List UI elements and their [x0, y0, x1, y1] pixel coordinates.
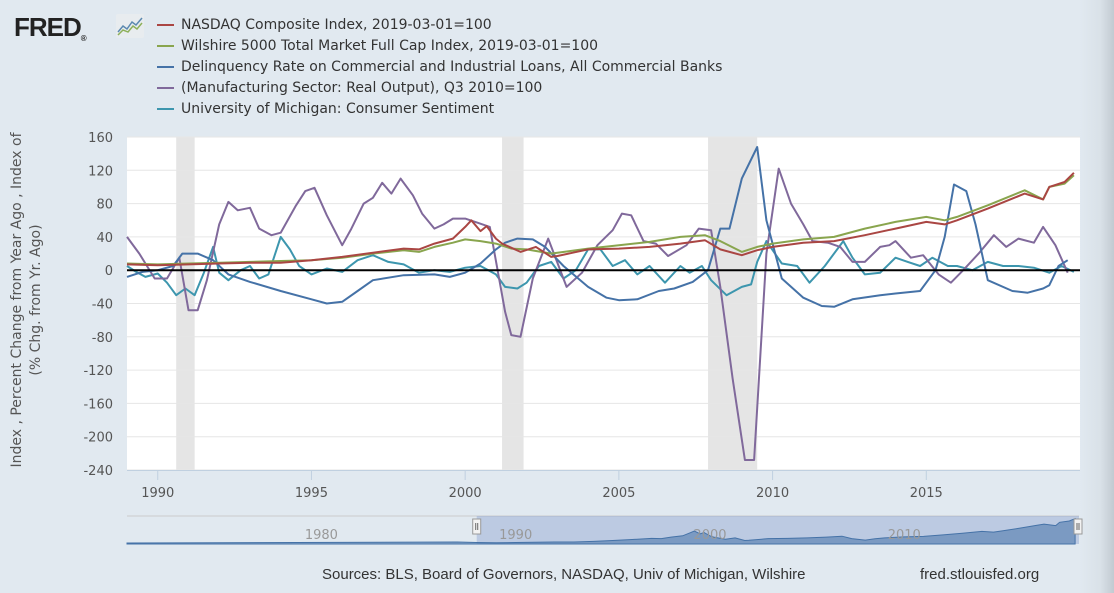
y-tick-label: -240: [83, 464, 113, 479]
navigator-year-label: 2000: [693, 528, 726, 543]
site-link[interactable]: fred.stlouisfed.org: [920, 566, 1040, 583]
y-tick-label: -40: [92, 298, 113, 313]
legend-item[interactable]: University of Michigan: Consumer Sentime…: [157, 98, 722, 119]
legend-label: Delinquency Rate on Commercial and Indus…: [181, 58, 723, 75]
y-tick-label: 120: [88, 164, 113, 179]
registered-mark: ®: [80, 34, 87, 43]
x-tick-label: 2000: [449, 486, 482, 501]
y-tick-label: -120: [83, 364, 113, 379]
legend-label: (Manufacturing Sector: Real Output), Q3 …: [181, 79, 543, 96]
y-tick-label: -160: [83, 397, 113, 412]
legend-swatch: [157, 44, 174, 47]
chart-legend: NASDAQ Composite Index, 2019-03-01=100 Wi…: [157, 14, 722, 119]
navigator-right-handle[interactable]: [1073, 518, 1083, 535]
handle-grip-box: [1073, 518, 1083, 535]
sources-note: Sources: BLS, Board of Governors, NASDAQ…: [322, 566, 806, 583]
legend-label: Wilshire 5000 Total Market Full Cap Inde…: [181, 37, 599, 54]
x-tick-label: 1995: [295, 486, 328, 501]
navigator-series-area: [126, 517, 1076, 545]
y-tick-label: 40: [96, 231, 113, 246]
y-tick-label: 80: [96, 198, 113, 213]
legend-label: University of Michigan: Consumer Sentime…: [181, 100, 495, 117]
y-tick-label: 0: [105, 264, 113, 279]
legend-label: NASDAQ Composite Index, 2019-03-01=100: [181, 16, 492, 33]
navigator-left-handle[interactable]: [472, 518, 482, 535]
y-tick-label: -80: [92, 331, 113, 346]
x-tick-label: 2005: [602, 486, 635, 501]
y-tick-label: -200: [83, 431, 113, 446]
navigator-year-label: 2010: [888, 528, 921, 543]
x-tick-label: 1990: [141, 486, 174, 501]
legend-item[interactable]: (Manufacturing Sector: Real Output), Q3 …: [157, 77, 722, 98]
legend-swatch: [157, 107, 174, 110]
series-line: [126, 172, 1075, 267]
x-tick-label: 2010: [756, 486, 789, 501]
logo-text: FRED: [14, 12, 82, 42]
legend-swatch: [157, 65, 174, 68]
legend-swatch: [157, 86, 174, 89]
fred-logo[interactable]: FRED®: [14, 12, 87, 43]
series-line: [126, 167, 1069, 461]
legend-item[interactable]: NASDAQ Composite Index, 2019-03-01=100: [157, 14, 722, 35]
legend-item[interactable]: Delinquency Rate on Commercial and Indus…: [157, 56, 722, 77]
line-chart-icon: [116, 14, 144, 38]
x-tick-label: 2015: [910, 486, 943, 501]
legend-swatch: [157, 23, 174, 26]
legend-item[interactable]: Wilshire 5000 Total Market Full Cap Inde…: [157, 35, 722, 56]
handle-grip-box: [472, 518, 482, 535]
window-edge: [1080, 0, 1114, 593]
navigator-year-label: 1980: [305, 528, 338, 543]
navigator-year-label: 1990: [499, 528, 532, 543]
y-tick-label: 160: [88, 131, 113, 146]
